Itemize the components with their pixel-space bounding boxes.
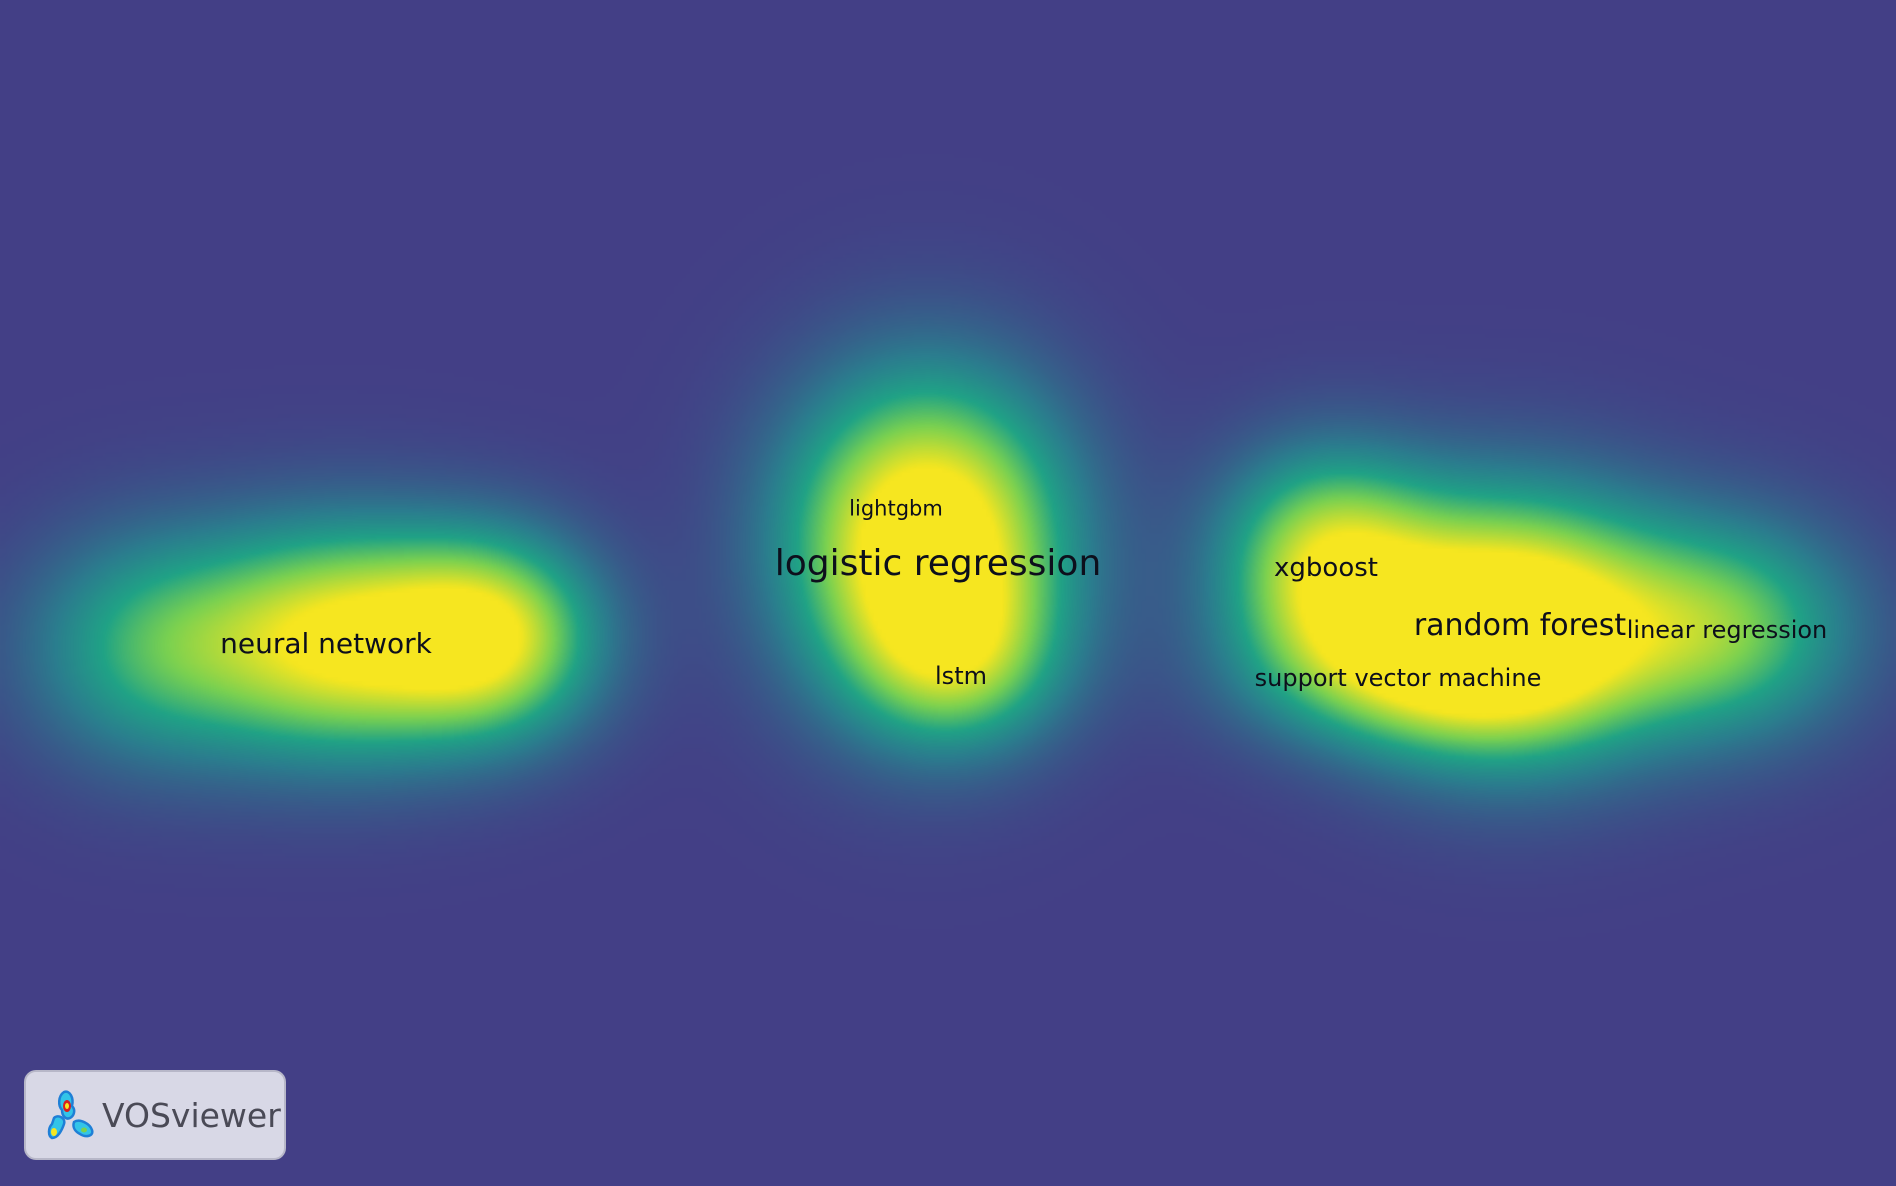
vosviewer-logo-badge: VOSviewer bbox=[24, 1070, 286, 1160]
term-label-lightgbm[interactable]: lightgbm bbox=[849, 496, 943, 521]
term-label-linear-regression[interactable]: linear regression bbox=[1626, 616, 1828, 644]
term-label-xgboost[interactable]: xgboost bbox=[1274, 553, 1378, 583]
vosviewer-brand-name: VOSviewer bbox=[102, 1095, 281, 1135]
term-label-support-vector-machine[interactable]: support vector machine bbox=[1254, 664, 1542, 692]
term-label-neural-network[interactable]: neural network bbox=[220, 627, 432, 660]
term-label-lstm[interactable]: lstm bbox=[935, 662, 987, 690]
term-label-random-forest[interactable]: random forest bbox=[1413, 608, 1627, 643]
vosviewer-logo-icon bbox=[47, 1090, 94, 1140]
term-label-logistic-regression[interactable]: logistic regression bbox=[774, 543, 1102, 584]
